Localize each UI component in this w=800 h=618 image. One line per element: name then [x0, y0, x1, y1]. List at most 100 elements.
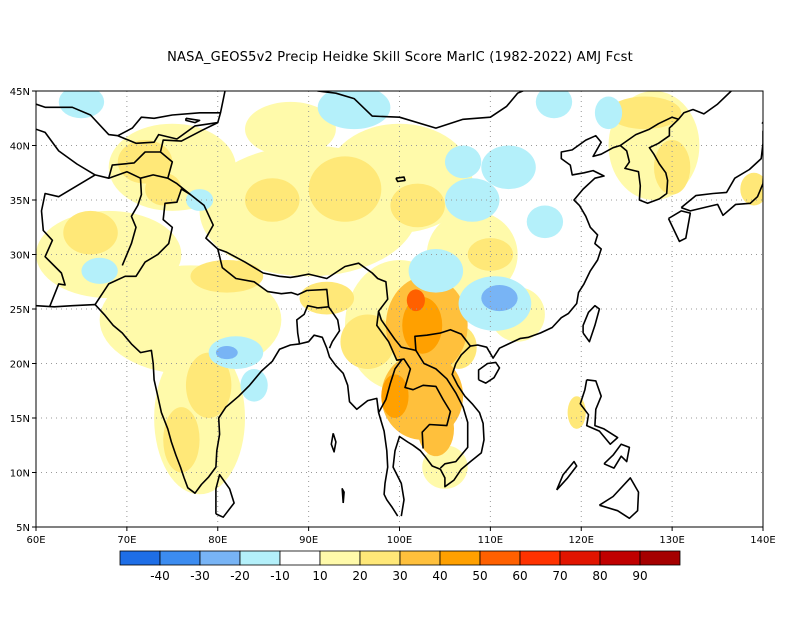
colorbar-swatch	[359, 550, 401, 566]
skill-patch-level-20	[467, 238, 514, 271]
colorbar-swatch	[119, 550, 161, 566]
skill-patch-level-neg10	[185, 189, 214, 211]
colorbar-swatch	[159, 550, 201, 566]
skill-patch-level-neg20	[215, 346, 238, 360]
grid-lines	[36, 91, 763, 527]
coastline-segment	[36, 103, 221, 137]
x-tick-label: 100E	[387, 535, 412, 546]
colorbar-swatch	[639, 550, 681, 566]
colorbar-label: -30	[190, 569, 210, 583]
coastline-segment	[582, 304, 601, 343]
colorbar-label: 90	[632, 569, 647, 583]
colorbar-swatch	[239, 550, 281, 566]
x-tick-label: 60E	[26, 535, 45, 546]
skill-patch-level-neg10	[444, 145, 482, 179]
skill-patch-level-neg10	[81, 257, 118, 284]
x-tick-label: 140E	[750, 535, 775, 546]
y-tick-label: 40N	[10, 142, 30, 153]
coastline-segment	[376, 311, 452, 449]
y-tick-label: 30N	[10, 251, 30, 262]
skill-patch-level-neg10	[408, 249, 464, 293]
skill-patch-level-20	[390, 183, 445, 228]
skill-patch-level-40	[381, 374, 409, 419]
coastline-segment	[215, 473, 235, 518]
skill-patch-level-20	[63, 210, 118, 255]
y-axis-ticks: 5N 10N 15N 20N 25N 30N 35N 40N 45N	[10, 87, 36, 534]
colorbar-label: 60	[512, 569, 527, 583]
x-tick-label: 120E	[569, 535, 594, 546]
colorbar-swatch	[199, 550, 241, 566]
y-tick-label: 35N	[10, 196, 30, 207]
coastline-segment	[579, 379, 619, 445]
skill-patch-level-neg10	[594, 96, 623, 130]
x-tick-label: 130E	[659, 535, 684, 546]
skill-patch-level-50	[406, 289, 425, 312]
y-tick-label: 15N	[10, 414, 30, 425]
colorbar-label: 30	[392, 569, 407, 583]
colorbar-label: -40	[150, 569, 170, 583]
coastlines-and-borders	[36, 91, 763, 520]
y-tick-label: 45N	[10, 87, 30, 98]
coastline-segment	[167, 177, 472, 352]
colorbar-swatch	[559, 550, 601, 566]
coastline-segment	[395, 176, 406, 183]
x-axis-ticks: 60E 70E 80E 90E 100E 110E 120E 130E 140E	[26, 527, 776, 546]
coastline-segment	[761, 120, 763, 132]
colorbar-label: -10	[270, 569, 290, 583]
skill-patch-level-neg10	[240, 368, 268, 402]
y-tick-label: 20N	[10, 360, 30, 371]
coastline-segment	[415, 349, 469, 469]
x-tick-label: 90E	[299, 535, 318, 546]
skill-patch-level-20	[117, 140, 173, 184]
skill-patch-level-neg10	[444, 178, 500, 222]
coastline-segment	[555, 460, 578, 491]
coastline-segment	[107, 151, 161, 179]
map-title: NASA_GEOS5v2 Precip Heidke Skill Score M…	[167, 50, 633, 65]
skill-patch-level-40	[402, 297, 443, 354]
coastline-segment	[117, 121, 218, 145]
skill-patch-level-neg10	[526, 205, 564, 239]
skill-patch-level-20	[567, 396, 586, 429]
colorbar-swatch	[479, 550, 521, 566]
y-tick-label: 10N	[10, 469, 30, 480]
coastline-segment	[94, 188, 191, 306]
skill-patch-level-neg10	[481, 145, 536, 190]
colorbar-label: 50	[472, 569, 487, 583]
skill-patch-level-30	[417, 401, 455, 457]
skill-patch-level-20	[245, 178, 300, 222]
skill-patch-level-20	[190, 259, 264, 293]
colorbar: -40 -30 -20 -10 10 20 30 40 50 60 70 80 90	[119, 550, 681, 583]
y-tick-label: 25N	[10, 305, 30, 316]
skill-patch-level-20	[163, 407, 200, 473]
colorbar-label: 10	[312, 569, 327, 583]
coastline-segment	[36, 303, 399, 517]
coastline-segment	[185, 117, 201, 124]
skill-patch-level-neg20	[481, 285, 518, 312]
skill-patch-level-neg10	[317, 91, 391, 130]
coastline-segment	[121, 178, 143, 266]
colorbar-label: 80	[592, 569, 607, 583]
colorbar-label: 20	[352, 569, 367, 583]
colorbar-swatch	[399, 550, 441, 566]
colorbar-swatch	[439, 550, 481, 566]
y-tick-label: 5N	[16, 523, 30, 534]
coastline-segment	[619, 116, 679, 147]
coastline-segment	[392, 91, 732, 517]
x-tick-label: 70E	[117, 535, 136, 546]
coastline-segment	[316, 91, 525, 129]
x-tick-label: 80E	[208, 535, 227, 546]
colorbar-swatch	[319, 550, 361, 566]
colorbar-label: 70	[552, 569, 567, 583]
skill-patch-level-20	[308, 156, 382, 222]
skill-patch-level-neg10	[535, 91, 573, 119]
coastline-segment	[341, 488, 345, 504]
skill-patch-level-neg10	[58, 91, 105, 119]
coastline-segment	[598, 477, 640, 520]
coastline-segment	[36, 128, 96, 176]
coastline-segment	[680, 130, 763, 217]
coastline-segment	[377, 358, 403, 413]
coastline-segment	[330, 433, 337, 453]
coastline-segment	[477, 361, 501, 384]
coastline-segment	[603, 443, 631, 469]
